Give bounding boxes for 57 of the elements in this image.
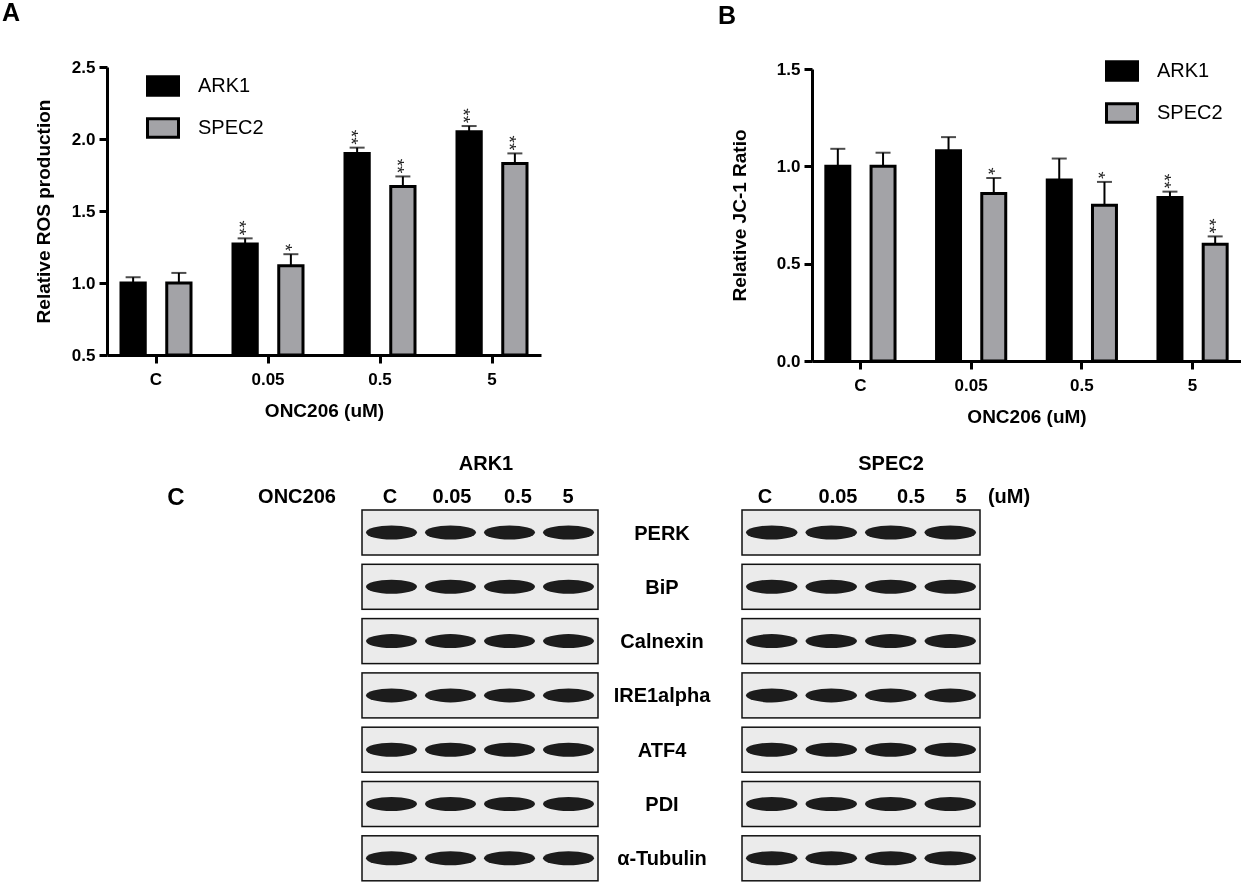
text: 5 [955, 485, 967, 507]
x-tick-label: 0.05 [251, 369, 285, 389]
legend-label: SPEC2 [198, 116, 264, 138]
text: BiP [645, 575, 679, 598]
y-tick-label: 0.5 [776, 254, 801, 274]
chart-title: B [718, 1, 737, 29]
text: ATF4 [637, 738, 688, 761]
data-label: ** [229, 220, 251, 236]
text: 0.05 [432, 485, 472, 507]
text: ONC206 [258, 485, 336, 507]
y-tick-label: 1.0 [71, 273, 96, 293]
x-tick-label: C [854, 375, 867, 395]
text: SPEC2 [858, 452, 924, 474]
text: C [382, 485, 398, 507]
data-label: ** [1153, 173, 1175, 190]
text: 0.5 [504, 485, 532, 507]
data-label: * [1088, 171, 1110, 180]
text: C [167, 482, 185, 510]
y-axis-title: Relative ROS production [32, 99, 54, 324]
x-axis-title: ONC206 (uM) [264, 399, 385, 421]
x-tick-label: 5 [487, 369, 497, 389]
legend-label: ARK1 [198, 74, 251, 96]
data-label: ** [498, 135, 520, 151]
legend-label: ARK1 [1157, 59, 1210, 81]
text: (uM) [987, 485, 1031, 507]
text: IRE1alpha [613, 684, 712, 707]
y-tick-label: 1.5 [71, 201, 96, 221]
text: α-Tubulin [617, 847, 707, 870]
legend-label: SPEC2 [1157, 101, 1223, 123]
x-tick-label: 0.5 [1070, 375, 1094, 395]
data-label: ** [453, 108, 475, 124]
text: PDI [645, 793, 679, 815]
x-axis-title: ONC206 (uM) [967, 405, 1087, 427]
text: 5 [562, 485, 574, 507]
data-label: ** [386, 158, 408, 175]
y-tick-label: 2.0 [71, 129, 96, 149]
y-axis-title: Relative JC-1 Ratio [728, 129, 750, 302]
y-tick-label: 2.5 [71, 57, 96, 77]
text: 0.05 [818, 485, 858, 507]
data-label: * [977, 167, 999, 176]
chart-title: A [2, 0, 21, 26]
x-tick-label: 0.05 [954, 375, 988, 395]
x-tick-label: C [149, 369, 163, 389]
y-tick-label: 0.5 [71, 345, 96, 365]
text: 0.5 [897, 485, 925, 507]
data-label: ** [1199, 218, 1221, 235]
text: ARK1 [458, 452, 514, 474]
data-label: * [274, 243, 296, 252]
text: C [757, 485, 773, 507]
text: Calnexin [620, 630, 704, 653]
data-label: ** [341, 129, 363, 146]
x-tick-label: 0.5 [368, 369, 392, 389]
x-tick-label: 5 [1187, 375, 1198, 395]
y-tick-label: 1.0 [776, 156, 801, 176]
text: PERK [634, 521, 691, 544]
y-tick-label: 0.0 [776, 351, 801, 371]
y-tick-label: 1.5 [776, 59, 801, 79]
